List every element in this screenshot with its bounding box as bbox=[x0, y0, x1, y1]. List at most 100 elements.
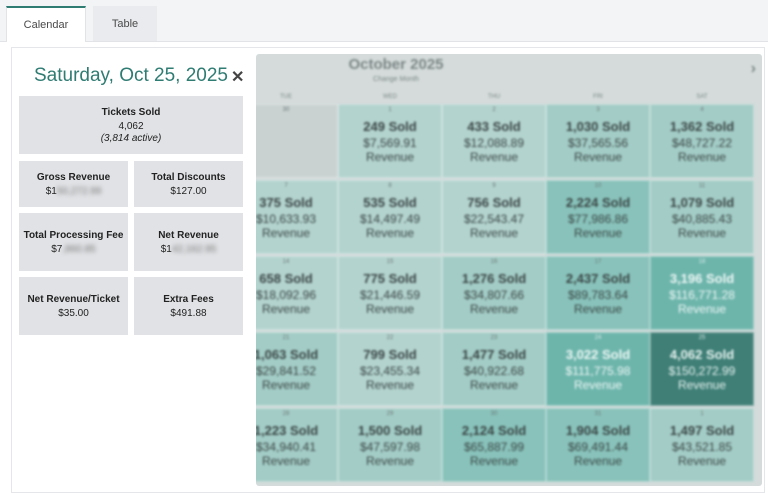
day-revenue: $18,092.96 bbox=[256, 288, 317, 302]
day-sold: 249 Sold bbox=[363, 119, 417, 134]
day-sold: 375 Sold bbox=[259, 195, 313, 210]
calendar-day-cell[interactable]: 15 775 Sold $21,446.59 Revenue bbox=[338, 256, 442, 330]
net-revenue-redacted: 42,162.95 bbox=[171, 243, 217, 255]
calendar-day-cell[interactable]: 1 1,497 Sold $43,521.85 Revenue bbox=[650, 408, 754, 482]
day-sold: 1,030 Sold bbox=[565, 119, 631, 134]
weekday-label: WED bbox=[383, 94, 397, 100]
gross-revenue-redacted: 50,272.99 bbox=[56, 185, 102, 197]
day-number: 17 bbox=[594, 259, 602, 265]
day-number: 25 bbox=[698, 335, 706, 341]
day-revenue-label: Revenue bbox=[677, 378, 727, 392]
day-number: 30 bbox=[490, 411, 498, 417]
weekday-label: TUE bbox=[280, 94, 292, 100]
processing-fee-value: $7,860.85 bbox=[51, 243, 96, 255]
day-revenue: $47,597.98 bbox=[359, 440, 421, 454]
day-sold: 775 Sold bbox=[363, 271, 417, 286]
day-sold: 1,276 Sold bbox=[461, 271, 527, 286]
day-revenue-label: Revenue bbox=[677, 454, 727, 468]
day-revenue: $43,521.85 bbox=[671, 440, 733, 454]
day-revenue: $22,543.47 bbox=[463, 212, 525, 226]
day-number: 2 bbox=[492, 107, 496, 113]
day-sold: 1,063 Sold bbox=[256, 347, 319, 362]
day-number: 14 bbox=[282, 259, 290, 265]
processing-fee-redacted: ,860.85 bbox=[62, 243, 96, 255]
day-sold: 3,196 Sold bbox=[669, 271, 735, 286]
day-number: 1 bbox=[700, 411, 704, 417]
calendar-day-cell[interactable]: 7 375 Sold $10,633.93 Revenue bbox=[256, 180, 338, 254]
day-number: 18 bbox=[698, 259, 706, 265]
calendar-day-cell[interactable]: 31 1,904 Sold $69,491.44 Revenue bbox=[546, 408, 650, 482]
calendar-day-cell[interactable]: 16 1,276 Sold $34,807.66 Revenue bbox=[442, 256, 546, 330]
tab-calendar[interactable]: Calendar bbox=[6, 6, 86, 42]
day-revenue-label: Revenue bbox=[261, 454, 311, 468]
day-revenue: $7,569.91 bbox=[363, 136, 417, 150]
calendar-day-cell[interactable]: 10 2,224 Sold $77,986.86 Revenue bbox=[546, 180, 650, 254]
day-sold: 2,224 Sold bbox=[565, 195, 631, 210]
net-revenue-value: $142,162.95 bbox=[160, 243, 217, 255]
day-revenue-label: Revenue bbox=[365, 454, 415, 468]
day-number: 30 bbox=[282, 107, 290, 113]
calendar-day-cell[interactable]: 17 2,437 Sold $89,783.64 Revenue bbox=[546, 256, 650, 330]
day-revenue: $37,565.56 bbox=[567, 136, 629, 150]
tickets-sold-value: 4,062 bbox=[118, 120, 144, 132]
day-revenue-label: Revenue bbox=[261, 378, 311, 392]
net-revenue-per-ticket-label: Net Revenue/Ticket bbox=[27, 293, 120, 305]
day-number: 31 bbox=[594, 411, 602, 417]
day-revenue-label: Revenue bbox=[469, 302, 519, 316]
day-revenue-label: Revenue bbox=[573, 302, 623, 316]
calendar-day-cell[interactable]: 29 1,500 Sold $47,597.98 Revenue bbox=[338, 408, 442, 482]
calendar-day-cell[interactable]: 8 535 Sold $14,497.49 Revenue bbox=[338, 180, 442, 254]
calendar-day-cell[interactable]: 2 433 Sold $12,088.89 Revenue bbox=[442, 104, 546, 178]
day-revenue: $21,446.59 bbox=[359, 288, 421, 302]
calendar-day-cell[interactable]: 21 1,063 Sold $29,841.52 Revenue bbox=[256, 332, 338, 406]
calendar-day-cell[interactable]: 14 658 Sold $18,092.96 Revenue bbox=[256, 256, 338, 330]
day-revenue-label: Revenue bbox=[261, 226, 311, 240]
calendar-day-cell[interactable]: 30 2,124 Sold $65,887.99 Revenue bbox=[442, 408, 546, 482]
calendar-day-cell[interactable]: 18 3,196 Sold $116,771.28 Revenue bbox=[650, 256, 754, 330]
day-revenue-label: Revenue bbox=[469, 226, 519, 240]
tickets-active-value: (3,814 active) bbox=[100, 132, 162, 144]
calendar-day-cell[interactable]: 23 1,477 Sold $40,922.68 Revenue bbox=[442, 332, 546, 406]
day-number: 29 bbox=[386, 411, 394, 417]
day-number: 4 bbox=[700, 107, 704, 113]
day-number: 8 bbox=[388, 183, 392, 189]
day-revenue-label: Revenue bbox=[365, 378, 415, 392]
day-revenue-label: Revenue bbox=[677, 150, 727, 164]
tab-table[interactable]: Table bbox=[93, 6, 157, 41]
calendar-day-cell[interactable]: 24 3,022 Sold $111,775.98 Revenue bbox=[546, 332, 650, 406]
total-discounts-label: Total Discounts bbox=[151, 171, 226, 183]
day-sold: 2,124 Sold bbox=[461, 423, 527, 438]
day-number: 22 bbox=[386, 335, 394, 341]
extra-fees-label: Extra Fees bbox=[163, 293, 214, 305]
gross-revenue-value: $150,272.99 bbox=[45, 185, 102, 197]
day-number: 21 bbox=[282, 335, 290, 341]
day-detail-panel: Saturday, Oct 25, 2025 ✕ Tickets Sold 4,… bbox=[12, 54, 252, 486]
chevron-right-icon[interactable]: › bbox=[750, 60, 756, 77]
calendar-day-cell[interactable]: 3 1,030 Sold $37,565.56 Revenue bbox=[546, 104, 650, 178]
day-number: 24 bbox=[594, 335, 602, 341]
net-revenue-per-ticket-card: Net Revenue/Ticket $35.00 bbox=[19, 277, 128, 335]
day-sold: 658 Sold bbox=[259, 271, 313, 286]
day-sold: 1,362 Sold bbox=[669, 119, 735, 134]
calendar-day-cell[interactable]: 11 1,079 Sold $40,885.43 Revenue bbox=[650, 180, 754, 254]
tickets-sold-card: Tickets Sold 4,062 (3,814 active) bbox=[19, 96, 243, 154]
day-sold: 1,904 Sold bbox=[565, 423, 631, 438]
day-revenue: $89,783.64 bbox=[567, 288, 629, 302]
calendar-day-cell[interactable]: 4 1,362 Sold $48,727.22 Revenue bbox=[650, 104, 754, 178]
close-icon[interactable]: ✕ bbox=[231, 69, 245, 86]
calendar-day-cell[interactable]: 25 4,062 Sold $150,272.99 Revenue bbox=[650, 332, 754, 406]
calendar-day-cell[interactable]: 9 756 Sold $22,543.47 Revenue bbox=[442, 180, 546, 254]
calendar-day-cell[interactable]: 1 249 Sold $7,569.91 Revenue bbox=[338, 104, 442, 178]
change-month-link[interactable]: Change Month bbox=[373, 76, 419, 83]
day-revenue-label: Revenue bbox=[677, 226, 727, 240]
calendar-day-cell[interactable]: 28 1,223 Sold $34,940.41 Revenue bbox=[256, 408, 338, 482]
calendar-day-cell[interactable]: 22 799 Sold $23,455.34 Revenue bbox=[338, 332, 442, 406]
day-revenue: $14,497.49 bbox=[359, 212, 421, 226]
net-revenue-card: Net Revenue $142,162.95 bbox=[134, 213, 243, 271]
day-sold: 1,500 Sold bbox=[357, 423, 423, 438]
processing-fee-card: Total Processing Fee $7,860.85 bbox=[19, 213, 128, 271]
calendar-month-title: October 2025 bbox=[348, 56, 444, 73]
day-revenue: $40,885.43 bbox=[671, 212, 733, 226]
calendar-day-cell[interactable]: 30 bbox=[256, 104, 338, 178]
day-number: 3 bbox=[596, 107, 600, 113]
